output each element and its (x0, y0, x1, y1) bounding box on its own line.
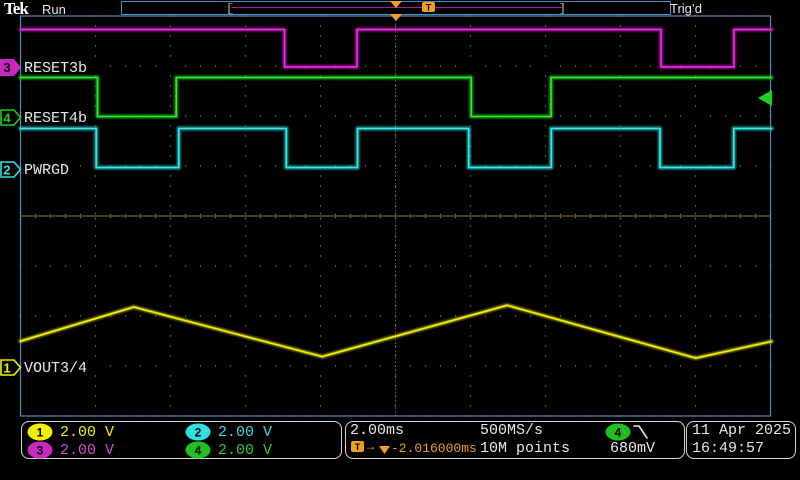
svg-text:1: 1 (37, 426, 44, 440)
svg-text:4: 4 (615, 426, 622, 440)
svg-text:2: 2 (195, 426, 202, 440)
svg-text:4: 4 (195, 444, 202, 458)
svg-text:T: T (355, 442, 361, 452)
svg-text:3: 3 (37, 444, 44, 458)
